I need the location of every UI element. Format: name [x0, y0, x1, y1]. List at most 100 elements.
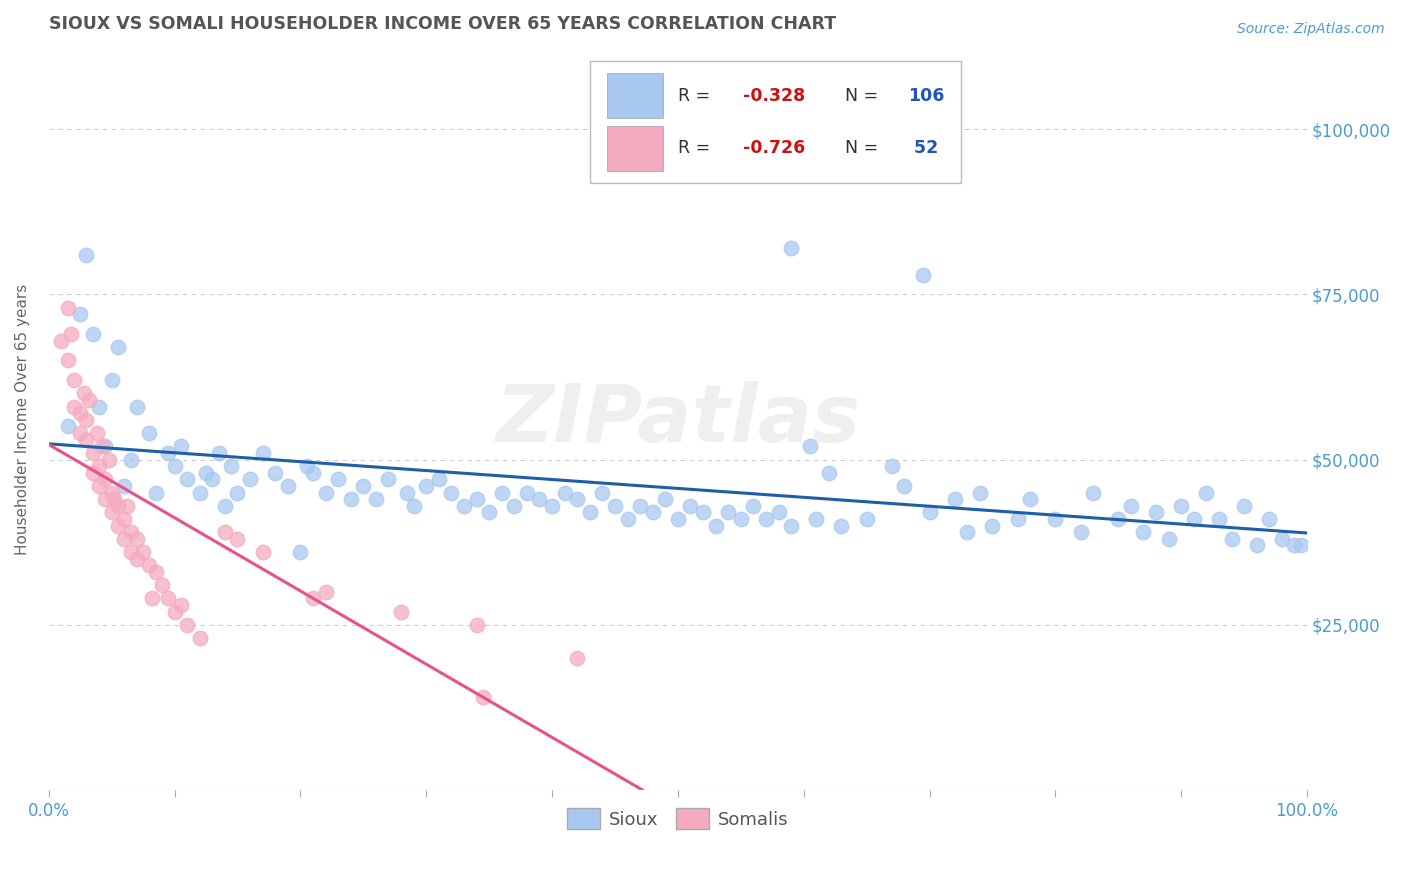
Point [799, 439, 821, 453]
Point [87, 479, 110, 493]
Point [60, 326, 83, 341]
Point [107, 518, 129, 533]
Point [163, 459, 186, 474]
Point [465, 617, 488, 632]
Point [328, 472, 350, 486]
Point [315, 584, 337, 599]
Point [969, 485, 991, 500]
Text: -0.328: -0.328 [744, 87, 806, 104]
Point [107, 499, 129, 513]
Point [780, 241, 803, 255]
Point [201, 472, 224, 486]
Point [100, 373, 122, 387]
Point [125, 400, 148, 414]
Point [603, 499, 626, 513]
Point [73, 386, 96, 401]
Point [226, 532, 249, 546]
Point [51, 334, 73, 348]
Point [219, 459, 242, 474]
Point [440, 485, 463, 500]
Point [1081, 485, 1104, 500]
Point [880, 459, 903, 474]
Point [1157, 532, 1180, 546]
Point [742, 499, 765, 513]
Point [295, 459, 318, 474]
Point [1208, 512, 1230, 526]
Point [529, 492, 551, 507]
Point [82, 466, 104, 480]
Point [1007, 512, 1029, 526]
Point [112, 512, 135, 526]
Point [1144, 505, 1167, 519]
Point [364, 492, 387, 507]
Point [214, 499, 236, 513]
Point [138, 426, 160, 441]
Point [1019, 492, 1042, 507]
Text: Source: ZipAtlas.com: Source: ZipAtlas.com [1237, 22, 1385, 37]
Point [768, 505, 790, 519]
Point [252, 446, 274, 460]
Point [1182, 512, 1205, 526]
Point [150, 578, 173, 592]
Point [516, 485, 538, 500]
Point [188, 631, 211, 645]
Point [107, 340, 129, 354]
Text: 106: 106 [908, 87, 945, 104]
Point [1045, 512, 1067, 526]
Point [76, 248, 98, 262]
Point [239, 472, 262, 486]
Legend: Sioux, Somalis: Sioux, Somalis [560, 801, 796, 837]
Point [704, 518, 727, 533]
Point [402, 499, 425, 513]
Point [1289, 538, 1312, 552]
Point [86, 426, 108, 441]
Point [1258, 512, 1281, 526]
Point [63, 373, 86, 387]
Point [188, 485, 211, 500]
Point [654, 492, 676, 507]
Point [830, 518, 852, 533]
Point [290, 545, 312, 559]
Point [170, 598, 193, 612]
Point [478, 505, 501, 519]
Point [352, 479, 374, 493]
Point [69, 406, 91, 420]
Point [100, 485, 122, 500]
Point [943, 492, 966, 507]
Point [141, 591, 163, 606]
Point [981, 518, 1004, 533]
Point [666, 512, 689, 526]
Point [163, 605, 186, 619]
Point [818, 466, 841, 480]
Point [56, 353, 79, 368]
Point [628, 499, 651, 513]
Text: N =: N = [845, 139, 884, 157]
Point [1246, 538, 1268, 552]
Point [591, 485, 613, 500]
Point [389, 605, 412, 619]
Point [138, 558, 160, 573]
Point [69, 307, 91, 321]
Point [195, 466, 218, 480]
Point [755, 512, 778, 526]
Point [503, 499, 526, 513]
Point [76, 413, 98, 427]
Point [1284, 538, 1306, 552]
Point [1132, 525, 1154, 540]
Point [893, 479, 915, 493]
Point [679, 499, 702, 513]
Point [717, 505, 740, 519]
Point [453, 499, 475, 513]
Point [1220, 532, 1243, 546]
Point [264, 466, 287, 480]
Point [94, 472, 117, 486]
Point [465, 492, 488, 507]
Point [98, 452, 121, 467]
Point [115, 499, 138, 513]
Point [77, 392, 100, 407]
Point [100, 505, 122, 519]
Point [112, 479, 135, 493]
Point [120, 545, 142, 559]
Point [730, 512, 752, 526]
Point [1107, 512, 1129, 526]
